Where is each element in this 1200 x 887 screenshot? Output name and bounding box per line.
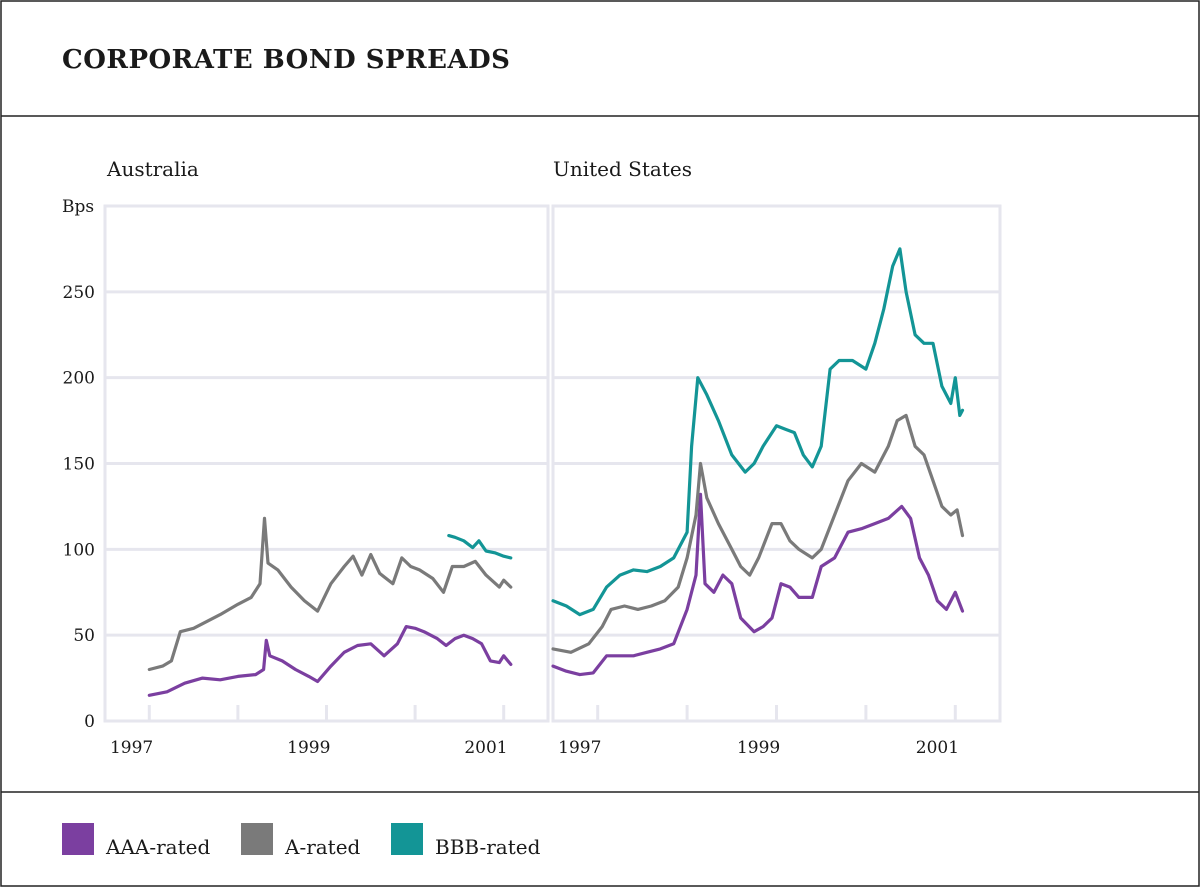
legend-swatch-bbb-rated bbox=[391, 823, 423, 855]
y-tick-label: 150 bbox=[63, 455, 95, 475]
series-line-a-rated-australia bbox=[147, 516, 513, 672]
legend-label-bbb-rated: BBB-rated bbox=[435, 835, 541, 859]
series-line-a-rated-united-states bbox=[551, 413, 965, 654]
series-line-aaa-rated-australia bbox=[147, 625, 513, 697]
y-tick-label: 200 bbox=[63, 369, 95, 389]
grid-layer bbox=[103, 204, 1002, 723]
chart-title: CORPORATE BOND SPREADS bbox=[62, 45, 510, 75]
x-tick-label: 1997 bbox=[558, 738, 601, 758]
series-lines bbox=[147, 247, 965, 697]
x-tick-label: 1999 bbox=[287, 738, 330, 758]
legend-swatch-aaa-rated bbox=[62, 823, 94, 855]
series-line-bbb-rated-united-states bbox=[551, 247, 965, 617]
series-line-aaa-rated-united-states bbox=[551, 492, 965, 677]
y-tick-labels: 0 50 100 150 200 250 bbox=[63, 283, 95, 732]
x-tick-labels: 1997 1999 2001 1997 1999 2001 bbox=[110, 738, 959, 758]
x-tick-label: 1997 bbox=[110, 738, 153, 758]
y-tick-label: 0 bbox=[84, 712, 95, 732]
legend-label-aaa-rated: AAA-rated bbox=[105, 835, 210, 859]
legend-swatch-a-rated bbox=[241, 823, 273, 855]
x-tick-label: 2001 bbox=[464, 738, 507, 758]
y-axis-label: Bps bbox=[62, 197, 94, 217]
panel-title-united-states: United States bbox=[553, 157, 692, 181]
panel-title-australia: Australia bbox=[106, 157, 199, 181]
legend-label-a-rated: A-rated bbox=[284, 835, 361, 859]
y-tick-label: 250 bbox=[63, 283, 95, 303]
y-tick-label: 50 bbox=[73, 626, 95, 646]
legend: AAA-rated A-rated BBB-rated bbox=[62, 823, 541, 859]
y-tick-label: 100 bbox=[63, 540, 95, 560]
series-line-bbb-rated-australia bbox=[447, 534, 513, 560]
x-tick-label: 2001 bbox=[916, 738, 959, 758]
x-tick-label: 1999 bbox=[737, 738, 780, 758]
